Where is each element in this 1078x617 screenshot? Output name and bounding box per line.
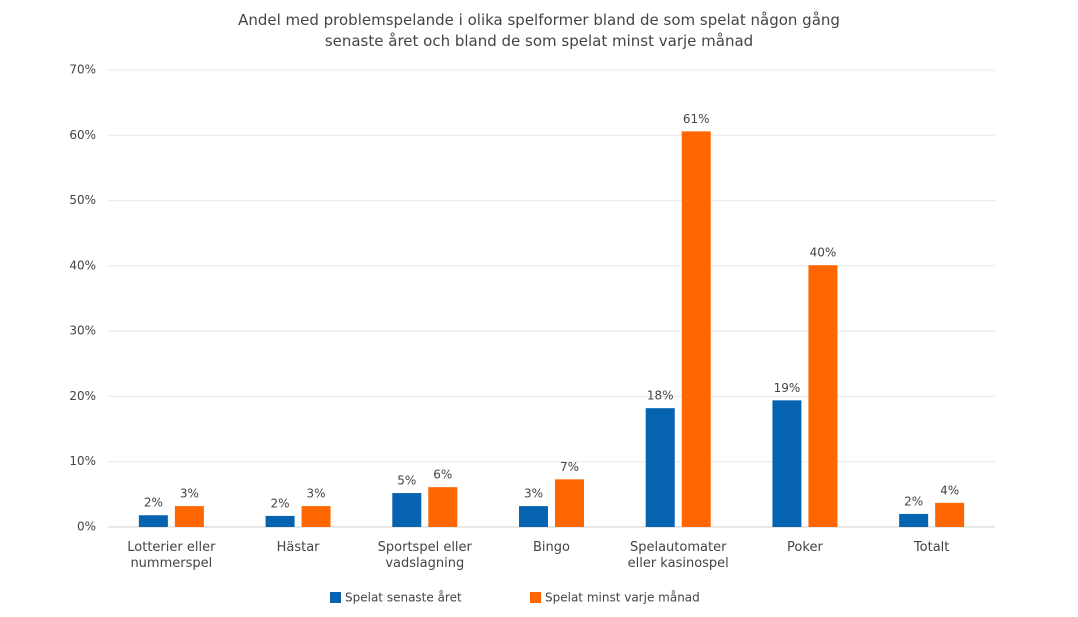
x-tick-label: Totalt [913, 540, 950, 555]
y-tick-label: 0% [77, 520, 96, 534]
bar [772, 400, 802, 527]
legend-swatch [330, 592, 341, 603]
bar [899, 513, 929, 527]
value-label: 2% [144, 496, 163, 510]
bar [808, 265, 838, 527]
value-label: 18% [647, 389, 674, 403]
bar [645, 408, 675, 527]
legend-swatch [530, 592, 541, 603]
legend-label: Spelat senaste året [345, 591, 462, 605]
y-tick-label: 30% [69, 324, 96, 338]
value-label: 3% [307, 487, 326, 501]
value-label: 2% [904, 494, 923, 508]
legend-label: Spelat minst varje månad [545, 591, 700, 605]
bar [174, 506, 204, 527]
x-tick-label: Poker [787, 540, 823, 555]
x-tick-label: Sportspel eller vadslagning [377, 540, 472, 571]
bar [555, 479, 584, 527]
bar [301, 506, 331, 527]
value-label: 7% [560, 460, 579, 474]
x-tick-label: Lotterier eller nummerspel [127, 540, 216, 571]
value-label: 3% [524, 487, 543, 501]
y-tick-label: 40% [69, 258, 96, 272]
y-tick-label: 10% [69, 454, 96, 468]
value-label: 40% [810, 246, 837, 260]
chart-title: Andel med problemspelande i olika spelfo… [238, 11, 840, 50]
x-tick-label: Bingo [533, 540, 570, 555]
x-tick-label: Spelautomater eller kasinospel [627, 540, 729, 571]
x-tick-label: Hästar [276, 540, 320, 555]
y-tick-label: 20% [69, 389, 96, 403]
y-tick-label: 60% [69, 128, 96, 142]
value-label: 5% [397, 474, 416, 488]
bar [138, 515, 168, 527]
value-label: 61% [683, 112, 710, 126]
bar [265, 515, 295, 527]
y-tick-label: 50% [69, 193, 96, 207]
value-label: 3% [180, 487, 199, 501]
bar [935, 502, 965, 527]
y-tick-label: 70% [69, 63, 96, 77]
value-label: 2% [271, 496, 290, 510]
bar [428, 487, 458, 527]
bar [392, 493, 422, 527]
value-label: 19% [774, 381, 801, 395]
value-label: 4% [940, 483, 959, 497]
bar [519, 506, 548, 527]
bar [681, 131, 711, 527]
value-label: 6% [433, 468, 452, 482]
